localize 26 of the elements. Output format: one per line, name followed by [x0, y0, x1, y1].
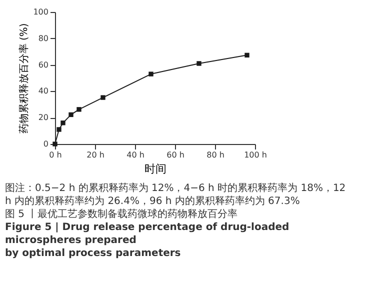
y-tick-label: 80	[38, 34, 48, 43]
point	[68, 112, 74, 118]
y-tick-label: 0	[43, 140, 48, 148]
y-axis-title: 药物累积释放百分率 (%)	[18, 23, 30, 134]
text: 图注：0.5−2 h 的累积释药率为 12%，4−6 h 时的累积释药率为 18%，12 h 内的累积释药率约为 26.4%，96 h 内的累积释药率约为 67.3%	[5, 182, 346, 207]
point	[56, 127, 62, 132]
point	[52, 142, 58, 146]
y-tick-label: 20	[38, 113, 48, 122]
x-tick-label: 20 h	[86, 150, 104, 160]
text: by optimal process parameters	[5, 248, 181, 259]
caption: 图 5 丨最优工艺参数制备载药微球的药物释放百分率	[5, 208, 238, 220]
x-tick-label: 60 h	[166, 150, 184, 160]
point	[76, 107, 82, 112]
x-axis-title: 时间	[144, 162, 166, 176]
point	[148, 72, 154, 76]
x-tick-label: 0 h	[49, 150, 62, 160]
x-tick-label: 80 h	[206, 150, 224, 160]
x-tick-label: 40 h	[126, 150, 144, 160]
point	[196, 61, 202, 66]
x-tick-label: 100 h	[244, 150, 267, 160]
y-tick-label: 100	[33, 8, 48, 16]
point	[244, 52, 250, 58]
point	[60, 120, 66, 126]
y-tick-label: 60	[38, 60, 48, 70]
y-tick-label: 40	[38, 86, 48, 96]
point	[100, 95, 106, 100]
